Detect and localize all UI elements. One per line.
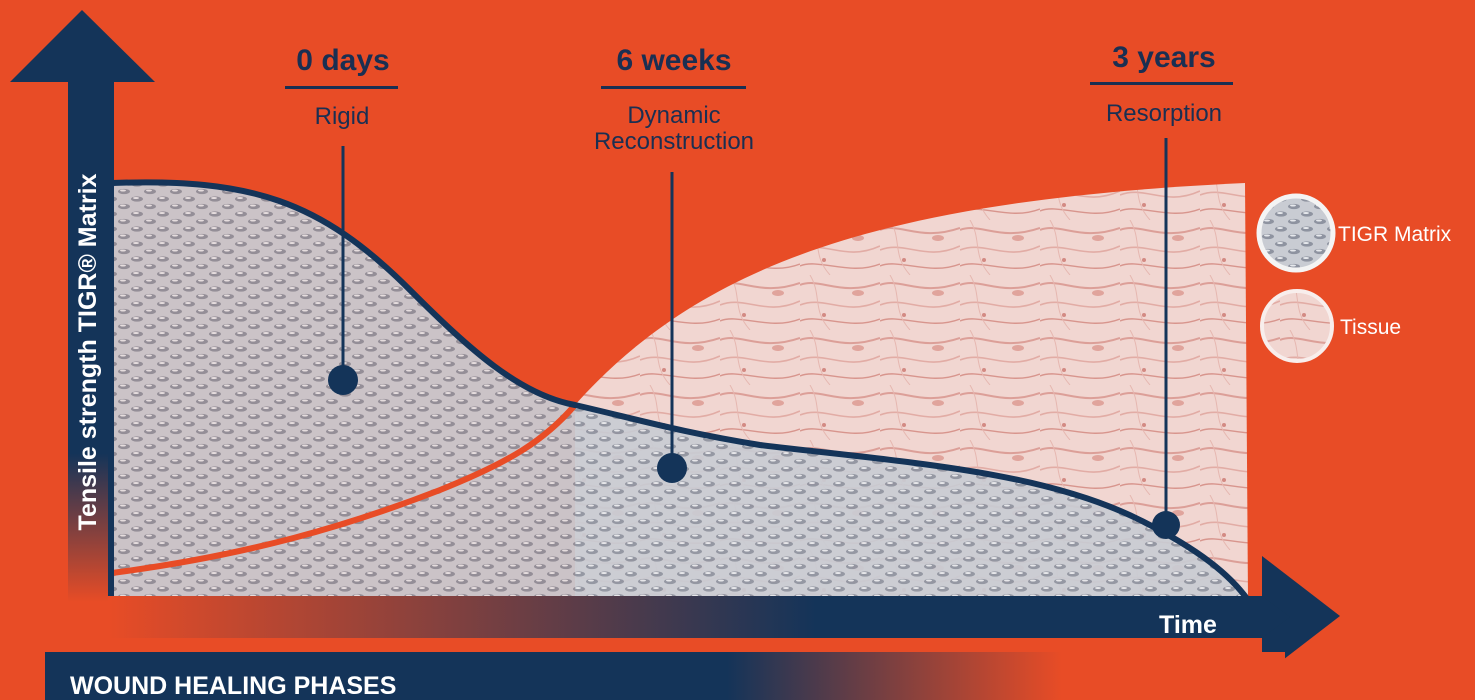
- tissue-strength-curve: [111, 403, 578, 576]
- phase-underline: [601, 86, 746, 89]
- phase-dot: [1152, 511, 1180, 539]
- phase-marker-0-days: 0 days Rigid: [285, 44, 398, 395]
- matrix-strength-curve: [111, 179, 1251, 602]
- tissue-swatch-icon: [1260, 289, 1334, 363]
- legend: TIGR Matrix Tissue: [1256, 193, 1452, 363]
- phase-underline: [1090, 82, 1233, 85]
- phase-description-line-2: Reconstruction: [594, 128, 754, 155]
- phases-bar-label: WOUND HEALING PHASES: [70, 672, 396, 700]
- x-axis-label: Time: [1159, 611, 1217, 639]
- phase-description: Resorption: [1106, 100, 1222, 127]
- legend-item-tissue: Tissue: [1260, 289, 1401, 363]
- legend-label: TIGR Matrix: [1338, 223, 1452, 246]
- phase-time: 3 years: [1112, 41, 1215, 74]
- x-axis: [108, 596, 1288, 638]
- matrix-swatch-icon: [1256, 193, 1336, 273]
- phase-dot: [328, 365, 358, 395]
- x-axis-arrow-cut: [1262, 596, 1290, 638]
- phase-marker-6-weeks: 6 weeks Dynamic Reconstruction: [594, 44, 754, 483]
- phase-dot: [657, 453, 687, 483]
- legend-label: Tissue: [1340, 316, 1401, 339]
- y-axis-inner-line: [108, 182, 114, 602]
- phase-time: 0 days: [296, 44, 389, 77]
- matrix-region: [112, 182, 1248, 600]
- phase-underline: [285, 86, 398, 89]
- phases-bar: [45, 652, 1285, 700]
- phase-description-line-1: Dynamic: [627, 102, 720, 129]
- y-axis: [68, 72, 114, 602]
- phase-marker-3-years: 3 years Resorption: [1090, 41, 1233, 539]
- x-axis-arrow: [1262, 556, 1340, 676]
- legend-item-matrix: TIGR Matrix: [1256, 193, 1452, 273]
- y-axis-arrow: [10, 10, 155, 82]
- y-axis-label: Tensile strength TIGR® Matrix: [74, 173, 102, 530]
- phase-description: Rigid: [315, 103, 370, 130]
- phase-time: 6 weeks: [616, 44, 731, 77]
